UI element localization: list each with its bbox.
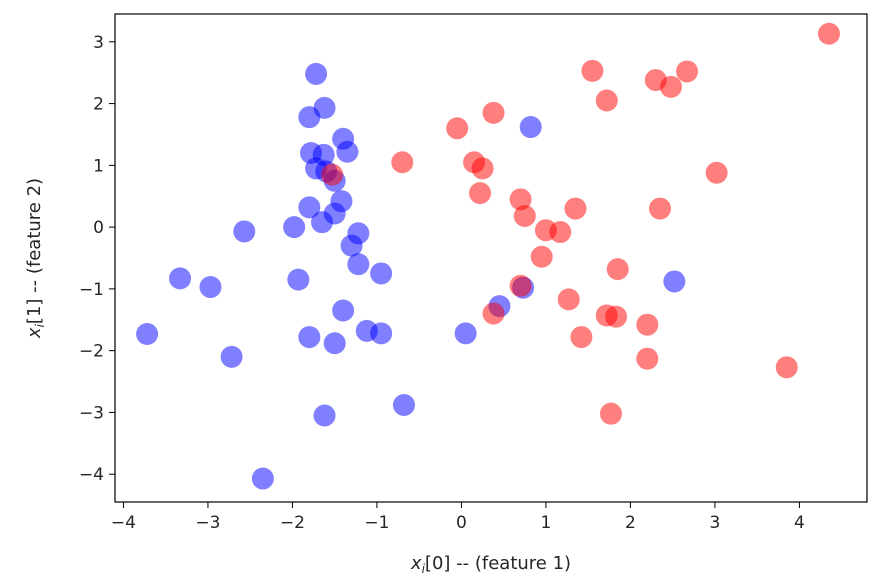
- data-point-series-2-21: [530, 245, 553, 268]
- data-point-series-1-26: [370, 322, 393, 345]
- data-point-series-2-24: [557, 288, 580, 311]
- data-point-series-2-15: [509, 188, 532, 211]
- x-tick-label: 3: [709, 513, 720, 533]
- data-point-series-1-3: [298, 106, 321, 129]
- data-point-series-1-18: [340, 234, 363, 257]
- data-point-series-2-22: [606, 258, 629, 281]
- y-tick-label: 3: [93, 33, 104, 53]
- data-point-series-1-37: [519, 116, 542, 139]
- data-point-series-1-27: [298, 326, 321, 349]
- data-point-series-2-12: [321, 163, 344, 186]
- data-point-series-2-9: [391, 151, 414, 174]
- x-tick-label: −4: [111, 513, 136, 533]
- x-tick-label: 1: [541, 513, 552, 533]
- data-point-series-2-25: [482, 302, 505, 325]
- data-point-series-1-30: [220, 345, 243, 368]
- data-point-series-1-1: [305, 62, 328, 85]
- data-point-series-1-31: [313, 404, 336, 427]
- data-point-series-2-5: [659, 75, 682, 98]
- x-tick-label: −3: [195, 513, 220, 533]
- data-point-series-2-23: [509, 274, 532, 297]
- y-tick-label: 0: [93, 218, 104, 238]
- data-point-series-2-28: [636, 313, 659, 336]
- data-point-series-2-13: [705, 161, 728, 184]
- data-point-series-1-14: [311, 211, 334, 234]
- x-tick-label: 4: [794, 513, 805, 533]
- data-point-series-2-1: [817, 22, 840, 45]
- data-point-series-2-16: [564, 197, 587, 220]
- x-tick-label: −1: [364, 513, 389, 533]
- y-tick-label: −3: [79, 403, 104, 423]
- data-point-series-1-38: [663, 270, 686, 293]
- data-point-series-1-5: [336, 140, 359, 163]
- y-tick-label: −1: [79, 280, 104, 300]
- data-point-series-1-19: [347, 253, 370, 276]
- data-point-series-1-24: [332, 299, 355, 322]
- data-point-series-1-23: [199, 276, 222, 299]
- x-axis-label: xi[0] -- (feature 1): [410, 553, 571, 576]
- data-point-series-2-20: [549, 221, 572, 244]
- y-axis-ticks: −4 −3 −2 −1 0 1 2 3: [79, 33, 115, 485]
- data-point-series-2-31: [775, 356, 798, 379]
- y-tick-label: 1: [93, 156, 104, 176]
- data-point-series-1-16: [233, 220, 256, 243]
- data-point-series-1-29: [136, 322, 159, 345]
- data-point-series-2-7: [482, 101, 505, 124]
- data-point-series-1-32: [392, 394, 415, 417]
- data-point-series-2-29: [570, 326, 593, 349]
- data-point-series-1-12: [298, 196, 321, 219]
- y-axis-label: xi[1] -- (feature 2): [24, 178, 47, 339]
- data-point-series-2-14: [469, 182, 492, 205]
- data-point-series-1-28: [323, 332, 346, 355]
- x-tick-label: 0: [456, 513, 467, 533]
- y-tick-label: −4: [79, 465, 104, 485]
- data-point-series-1-34: [454, 322, 477, 345]
- data-point-series-2-11: [471, 157, 494, 180]
- data-point-series-1-15: [283, 216, 306, 239]
- x-axis-ticks: −4 −3 −2 −1 0 1 2 3 4: [111, 502, 805, 533]
- plot-frame: [114, 13, 868, 503]
- data-point-series-2-32: [599, 402, 622, 425]
- data-point-series-2-6: [595, 89, 618, 112]
- x-tick-label: 2: [625, 513, 636, 533]
- x-tick-label: −2: [280, 513, 305, 533]
- data-point-series-1-21: [287, 268, 310, 291]
- data-point-series-2-18: [513, 204, 536, 227]
- y-tick-label: −2: [79, 342, 104, 362]
- points-layer: [136, 22, 840, 490]
- data-point-series-2-30: [636, 347, 659, 370]
- data-point-series-2-27: [605, 305, 628, 328]
- data-point-series-1-20: [370, 262, 393, 285]
- data-point-series-1-22: [169, 267, 192, 290]
- data-point-series-1-33: [251, 467, 274, 490]
- y-tick-label: 2: [93, 95, 104, 115]
- data-point-series-2-2: [581, 59, 604, 82]
- data-point-series-2-3: [676, 60, 699, 83]
- data-point-series-2-8: [446, 117, 469, 140]
- data-point-series-2-17: [648, 197, 671, 220]
